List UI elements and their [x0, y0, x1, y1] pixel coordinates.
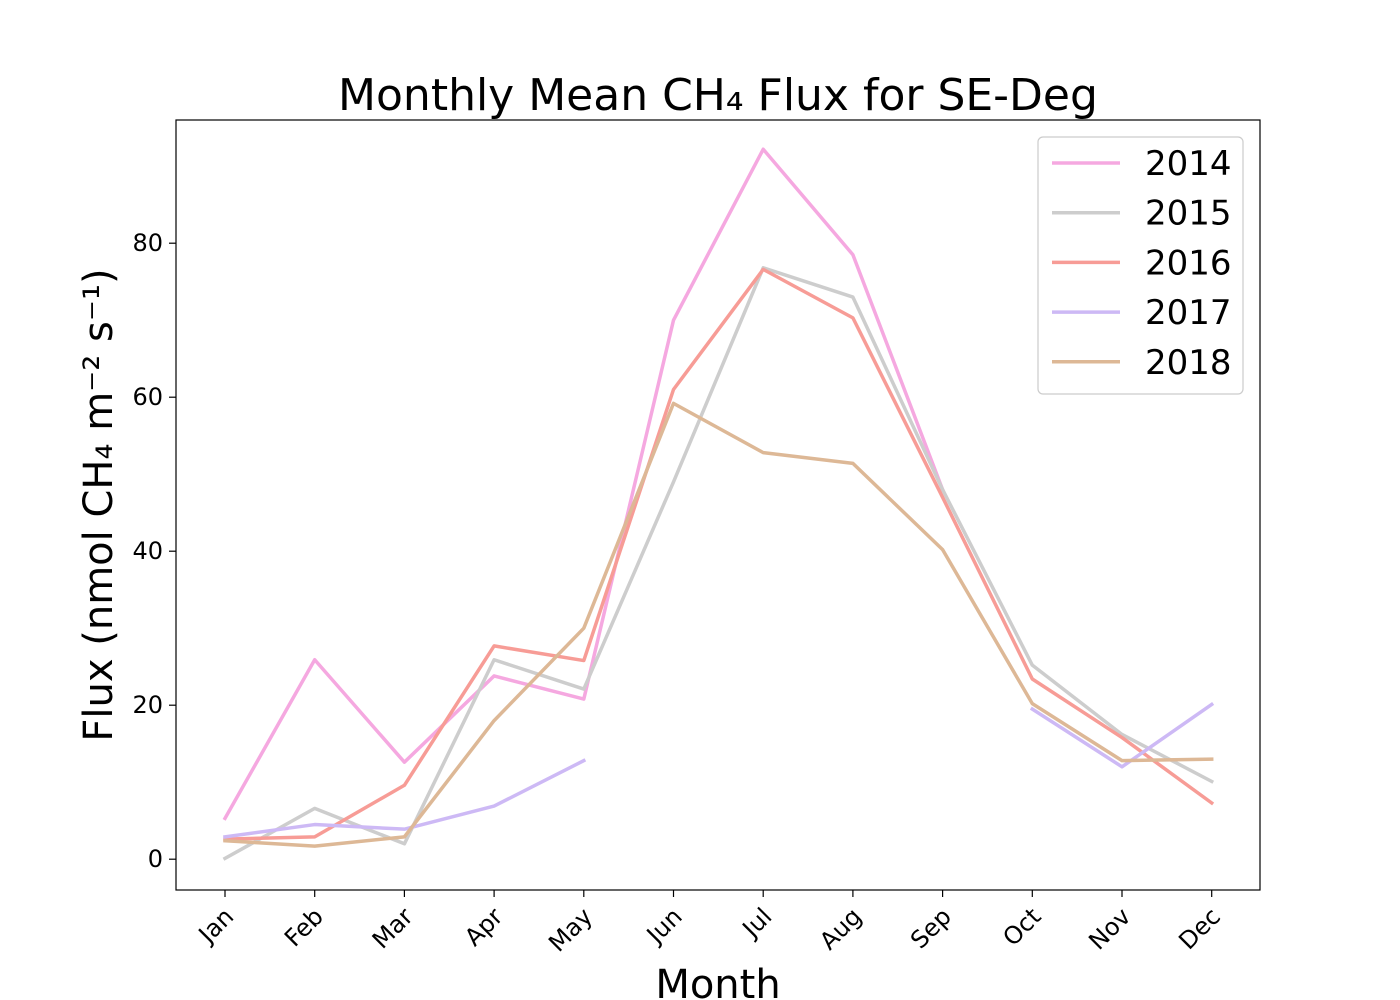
chart-title: Monthly Mean CH₄ Flux for SE-Deg: [338, 70, 1098, 121]
y-tick-label: 80: [132, 229, 163, 257]
series-layer: [222, 147, 1215, 861]
y-tick-label: 0: [148, 845, 163, 873]
legend-frame: [1037, 136, 1244, 395]
legend-label: 2014: [1145, 144, 1232, 184]
legend-label: 2015: [1145, 194, 1232, 234]
series-line-2018: [223, 401, 1214, 848]
y-tick-label: 60: [132, 383, 163, 411]
x-axis: Jan Feb Mar Apr May Jun Jul Aug Sep Oct Nov Dec: [192, 890, 1226, 957]
series-2016: [223, 267, 1215, 841]
x-tick-label: Jun: [640, 902, 688, 950]
x-tick-label: Jul: [736, 902, 778, 944]
series-line-2014: [222, 147, 945, 821]
x-tick-label: Jan: [192, 902, 239, 949]
series-line-2017: [1029, 701, 1215, 769]
series-2018: [223, 401, 1214, 848]
plot-area: [175, 119, 1261, 891]
x-tick-label: Nov: [1083, 902, 1136, 955]
y-axis: 0 20 40 60 80: [132, 229, 176, 873]
x-tick-label: Oct: [997, 902, 1046, 951]
series-2017: [223, 701, 1215, 839]
legend: 2014 2015 2016 2017 2018: [1037, 136, 1244, 395]
series-2014: [222, 147, 945, 821]
series-line-2016: [223, 267, 1215, 841]
series-line-2017: [223, 758, 587, 839]
y-axis-label: Flux (nmol CH₄ m⁻² s⁻¹): [76, 268, 122, 741]
x-tick-label: Mar: [367, 902, 419, 954]
y-tick-label: 40: [132, 537, 163, 565]
legend-label: 2016: [1145, 243, 1232, 283]
x-tick-label: Feb: [279, 902, 329, 952]
legend-label: 2017: [1145, 293, 1232, 333]
x-tick-label: Dec: [1173, 902, 1226, 955]
legend-label: 2018: [1145, 343, 1232, 383]
x-tick-label: Sep: [905, 902, 957, 954]
x-tick-label: May: [543, 902, 598, 957]
x-axis-label: Month: [655, 962, 780, 1000]
y-tick-label: 20: [132, 691, 163, 719]
x-tick-label: Aug: [814, 902, 867, 955]
x-tick-label: Apr: [459, 902, 508, 951]
